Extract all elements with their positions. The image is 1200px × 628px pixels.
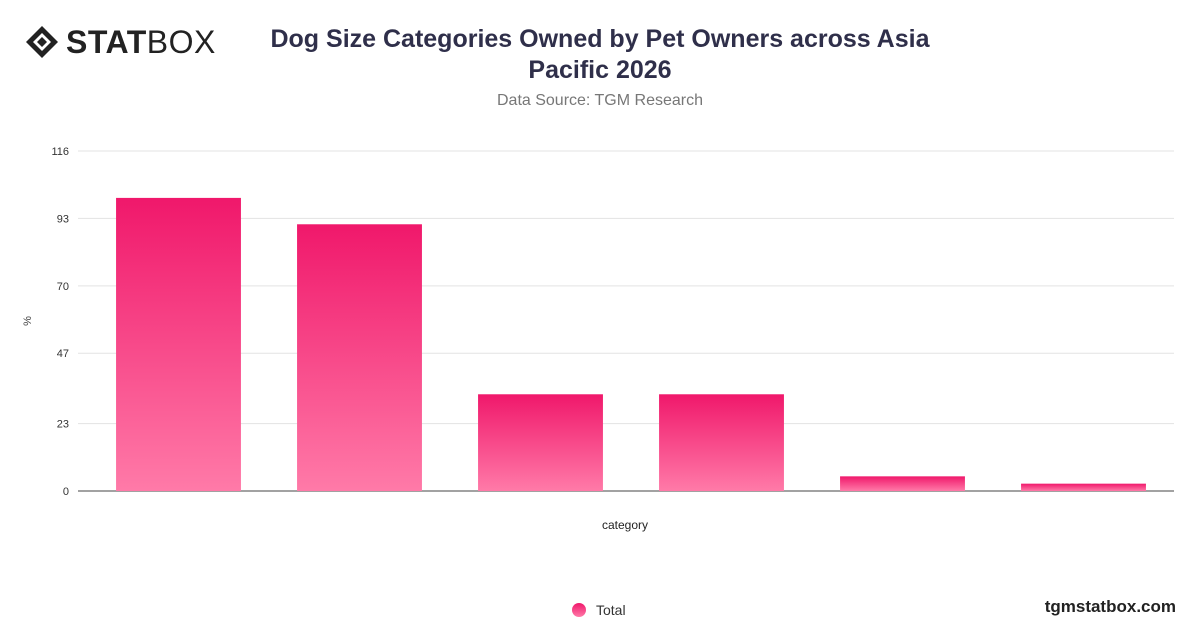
logo-text-stat: STAT: [66, 24, 147, 60]
y-tick-label: 70: [57, 281, 69, 293]
y-tick-label: 0: [63, 486, 69, 498]
bar[interactable]: [840, 476, 965, 491]
y-tick-label: 116: [51, 146, 69, 158]
legend-swatch: [572, 603, 586, 617]
x-axis-label: category: [602, 518, 648, 532]
chart-subtitle: Data Source: TGM Research: [496, 92, 703, 109]
bar[interactable]: [478, 394, 603, 491]
footer-site[interactable]: tgmstatbox.com: [1044, 597, 1176, 616]
chart-title: Dog Size Categories Owned by Pet Owners …: [270, 25, 930, 84]
y-tick-label: 23: [57, 419, 69, 431]
bar[interactable]: [1021, 483, 1146, 491]
legend[interactable]: Total: [572, 602, 626, 618]
y-axis-label: %: [22, 316, 34, 326]
legend-label-total: Total: [596, 602, 626, 618]
bar[interactable]: [659, 394, 784, 491]
statbox-logo: STATBOX: [24, 22, 216, 62]
bar[interactable]: [297, 224, 422, 491]
y-tick-label: 93: [57, 213, 69, 225]
diamond-logo-icon: [26, 26, 58, 58]
logo-text-box: BOX: [146, 24, 216, 60]
bar[interactable]: [116, 197, 241, 491]
y-tick-label: 47: [57, 348, 69, 360]
